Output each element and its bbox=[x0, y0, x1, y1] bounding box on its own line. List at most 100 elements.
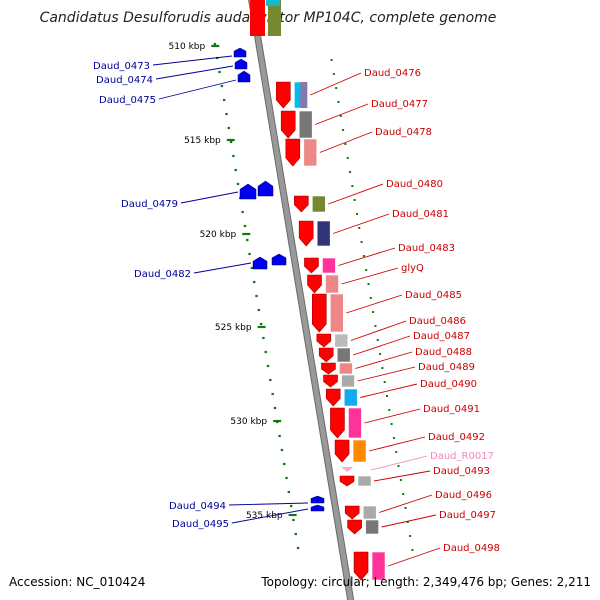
forward-callout-line bbox=[368, 436, 426, 452]
reverse-gene-label: Daud_0479 bbox=[121, 199, 178, 210]
forward-gene-arrow bbox=[311, 293, 327, 333]
tick-layer bbox=[211, 42, 414, 551]
cog-bar bbox=[357, 475, 372, 487]
forward-gene-arrow bbox=[347, 519, 362, 535]
forward-gene-arrow bbox=[276, 81, 291, 109]
label-layer: 510 kbp 515 kbp 520 kbp 525 kbp 530 kbp 535 k… bbox=[93, 42, 500, 567]
forward-callout-line bbox=[381, 514, 437, 528]
reverse-gene-label: Daud_0495 bbox=[172, 519, 229, 530]
cog-bar bbox=[329, 293, 344, 333]
reverse-gene-arrow bbox=[239, 183, 257, 200]
forward-gene-arrow bbox=[325, 388, 341, 407]
reverse-gene-arrow bbox=[252, 256, 268, 270]
backbone-layer bbox=[248, 0, 355, 600]
forward-callout-line bbox=[355, 351, 413, 369]
forward-gene-arrow bbox=[304, 257, 319, 274]
forward-callout-line bbox=[341, 267, 399, 285]
gene-layer bbox=[233, 0, 386, 581]
forward-callout-line bbox=[350, 320, 407, 341]
cog-bar bbox=[339, 362, 353, 375]
reverse-callout-line bbox=[158, 79, 237, 100]
reverse-callout-line bbox=[155, 65, 234, 80]
backbone bbox=[249, 0, 354, 600]
accession-text: Accession: NC_010424 bbox=[9, 575, 145, 589]
cog-bar bbox=[312, 195, 326, 213]
forward-gene-label: Daud_0490 bbox=[420, 379, 477, 390]
forward-gene-label: Daud_0497 bbox=[439, 510, 496, 521]
forward-gene-arrow bbox=[339, 475, 355, 487]
topology-text: Topology: circular; Length: 2,349,476 bp… bbox=[260, 575, 591, 589]
forward-gene-arrow bbox=[353, 551, 369, 581]
forward-gene-label: Daud_0477 bbox=[371, 99, 428, 110]
forward-gene-label: Daud_0488 bbox=[415, 347, 472, 358]
forward-gene-arrow bbox=[294, 195, 309, 213]
forward-gene-label: Daud_0491 bbox=[423, 404, 480, 415]
cog-bar bbox=[352, 439, 367, 463]
forward-gene-label: Daud_0483 bbox=[398, 243, 455, 254]
cog-bar bbox=[268, 0, 281, 36]
reverse-gene-arrow bbox=[234, 58, 248, 70]
forward-callout-line bbox=[360, 383, 418, 398]
forward-gene-arrow bbox=[298, 220, 314, 247]
kbp-label: 520 kbp bbox=[200, 230, 237, 240]
forward-gene-label: Daud_0481 bbox=[392, 209, 449, 220]
reverse-gene-label: Daud_0474 bbox=[96, 75, 153, 86]
reverse-callout-line bbox=[152, 55, 233, 66]
kbp-label: 515 kbp bbox=[184, 136, 221, 146]
reverse-gene-label: Daud_0475 bbox=[99, 95, 156, 106]
reverse-callout-line bbox=[228, 502, 309, 506]
rna-callout-line bbox=[371, 455, 428, 471]
reverse-gene-label: Daud_0482 bbox=[134, 269, 191, 280]
forward-gene-arrow bbox=[330, 407, 345, 439]
kbp-label: 525 kbp bbox=[215, 323, 252, 333]
forward-gene-arrow bbox=[280, 110, 296, 139]
forward-gene-label: Daud_0480 bbox=[386, 179, 443, 190]
forward-callout-line bbox=[315, 103, 369, 125]
reverse-gene-arrow bbox=[271, 253, 287, 266]
forward-gene-label: Daud_0496 bbox=[435, 490, 492, 501]
forward-gene-label: Daud_0487 bbox=[413, 331, 470, 342]
forward-gene-label: Daud_0476 bbox=[364, 68, 421, 79]
forward-gene-arrow bbox=[321, 362, 336, 375]
reverse-gene-arrow bbox=[233, 47, 247, 58]
cog-bar bbox=[316, 220, 331, 247]
forward-callout-line bbox=[353, 335, 411, 356]
forward-gene-label: Daud_0493 bbox=[433, 466, 490, 477]
cog-bar bbox=[298, 110, 313, 139]
cog-bar bbox=[300, 82, 308, 108]
cog-bar bbox=[322, 257, 336, 274]
kbp-label: 510 kbp bbox=[169, 42, 206, 52]
reverse-callout-line bbox=[231, 508, 309, 524]
rna-gene-arrow bbox=[341, 467, 354, 472]
forward-gene-label: glyQ bbox=[401, 263, 424, 274]
kbp-label: 535 kbp bbox=[246, 511, 283, 521]
forward-gene-arrow bbox=[334, 439, 350, 463]
forward-gene-arrow bbox=[285, 138, 301, 167]
forward-callout-line bbox=[310, 72, 362, 96]
forward-gene-label: Daud_0492 bbox=[428, 432, 485, 443]
forward-callout-line bbox=[357, 366, 416, 382]
forward-callout-line bbox=[319, 131, 373, 153]
forward-gene-arrow bbox=[323, 374, 338, 388]
forward-gene-label: Daud_0486 bbox=[409, 316, 466, 327]
cog-bar bbox=[325, 274, 339, 294]
forward-callout-line bbox=[373, 470, 431, 482]
reverse-gene-label: Daud_0473 bbox=[93, 61, 150, 72]
cog-bar bbox=[343, 388, 358, 407]
forward-gene-label: Daud_0489 bbox=[418, 362, 475, 373]
forward-gene-label: Daud_0498 bbox=[443, 543, 500, 554]
cog-bar bbox=[336, 347, 351, 363]
forward-gene-arrow bbox=[318, 347, 334, 363]
cog-bar bbox=[303, 138, 318, 167]
cog-bar bbox=[362, 505, 377, 520]
forward-callout-line bbox=[364, 408, 421, 424]
reverse-gene-label: Daud_0494 bbox=[169, 501, 226, 512]
forward-callout-line bbox=[338, 247, 396, 266]
cog-bar bbox=[341, 374, 355, 388]
reverse-gene-arrow bbox=[310, 495, 325, 504]
rna-gene-label: Daud_R0017 bbox=[430, 451, 494, 462]
cog-bar bbox=[365, 519, 379, 535]
forward-gene-label: Daud_0485 bbox=[405, 290, 462, 301]
reverse-gene-arrow bbox=[237, 70, 251, 83]
